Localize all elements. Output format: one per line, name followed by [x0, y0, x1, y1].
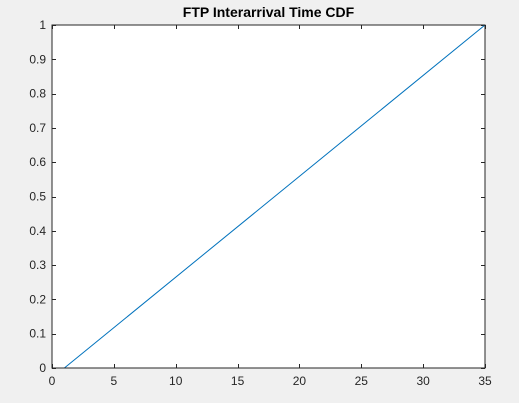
y-tick-label: 0.6 [29, 155, 46, 169]
y-tick-label: 0.4 [29, 224, 46, 238]
y-tick-label: 0.2 [29, 292, 46, 306]
x-tick-label: 15 [231, 374, 245, 388]
axes-background [52, 25, 485, 368]
y-tick-labels: 0 0.1 0.2 0.3 0.4 0.5 0.6 0.7 0.8 0.9 1 [29, 18, 46, 375]
x-tick-label: 0 [49, 374, 56, 388]
x-tick-label: 30 [416, 374, 430, 388]
x-tick-label: 35 [478, 374, 492, 388]
y-tick-label: 1 [39, 18, 46, 32]
y-tick-label: 0.1 [29, 327, 46, 341]
x-tick-label: 5 [111, 374, 118, 388]
y-tick-label: 0.7 [29, 121, 46, 135]
y-tick-label: 0.9 [29, 52, 46, 66]
y-tick-label: 0 [39, 361, 46, 375]
y-tick-label: 0.5 [29, 190, 46, 204]
x-tick-labels: 0 5 10 15 20 25 30 35 [49, 374, 492, 388]
data-series-layer [64, 24, 486, 369]
y-tick-label: 0.8 [29, 87, 46, 101]
cdf-series-line [64, 24, 486, 369]
y-tick-label: 0.3 [29, 258, 46, 272]
x-tick-label: 25 [355, 374, 369, 388]
x-tick-label: 10 [169, 374, 183, 388]
x-tick-label: 20 [293, 374, 307, 388]
axes-box [51, 24, 486, 369]
chart-title: FTP Interarrival Time CDF [183, 4, 355, 20]
